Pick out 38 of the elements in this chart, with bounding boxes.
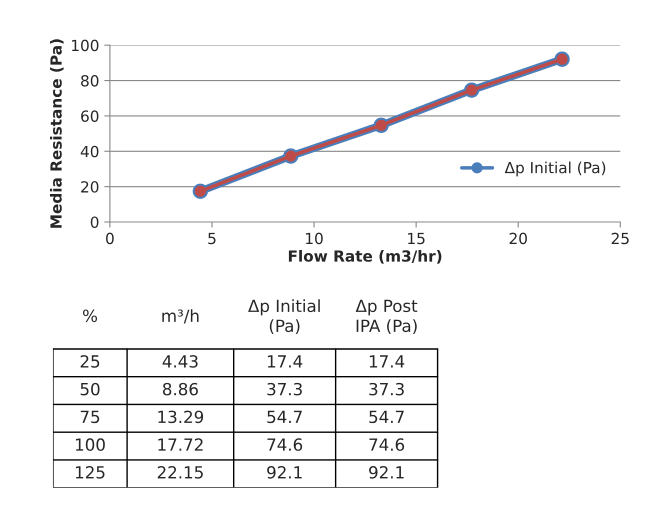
y-tick-label: 80 bbox=[81, 75, 98, 87]
text: Δp Post IPA (Pa) bbox=[356, 300, 418, 334]
text: 50 bbox=[80, 382, 100, 396]
text: Δp Initial (Pa) bbox=[248, 299, 320, 334]
text: 74.6 bbox=[267, 438, 302, 451]
x-tick-label: 20 bbox=[510, 232, 527, 244]
x-tick-label: 15 bbox=[408, 232, 425, 244]
x-tick-label: 5 bbox=[208, 232, 216, 244]
x-axis-title: Flow Rate (m3/hr) bbox=[288, 250, 442, 264]
text: % bbox=[83, 310, 98, 322]
y-tick-label: 20 bbox=[81, 181, 98, 193]
y-tick-label: 40 bbox=[80, 146, 98, 158]
text: m³/h bbox=[162, 309, 199, 324]
text: 54.7 bbox=[267, 410, 302, 424]
text: 22.15 bbox=[158, 466, 203, 479]
x-tick-label: 0 bbox=[106, 232, 114, 244]
text: 54.7 bbox=[369, 410, 404, 424]
y-tick-label: 100 bbox=[72, 40, 98, 52]
text: 25 bbox=[80, 355, 100, 368]
text: 37.3 bbox=[267, 382, 302, 396]
text: 37.3 bbox=[369, 382, 404, 396]
text: 92.1 bbox=[267, 466, 302, 479]
text: 13.29 bbox=[158, 410, 204, 424]
text: 92.1 bbox=[369, 466, 404, 479]
y-axis-title: Media Resistance (Pa) bbox=[50, 39, 64, 228]
text: 74.6 bbox=[369, 438, 404, 451]
text: 17.4 bbox=[268, 355, 302, 368]
text: 8.86 bbox=[162, 382, 198, 396]
y-tick-label: 0 bbox=[90, 216, 98, 228]
text: 17.4 bbox=[370, 355, 404, 368]
x-tick-label: 10 bbox=[306, 232, 323, 244]
text: 125 bbox=[76, 466, 104, 479]
x-tick-label: 25 bbox=[612, 232, 629, 244]
legend-label: Δp Initial (Pa) bbox=[504, 162, 606, 176]
text: 4.43 bbox=[162, 355, 198, 368]
text: 75 bbox=[80, 410, 100, 424]
text: 17.72 bbox=[158, 438, 203, 451]
y-tick-label: 60 bbox=[81, 110, 98, 122]
